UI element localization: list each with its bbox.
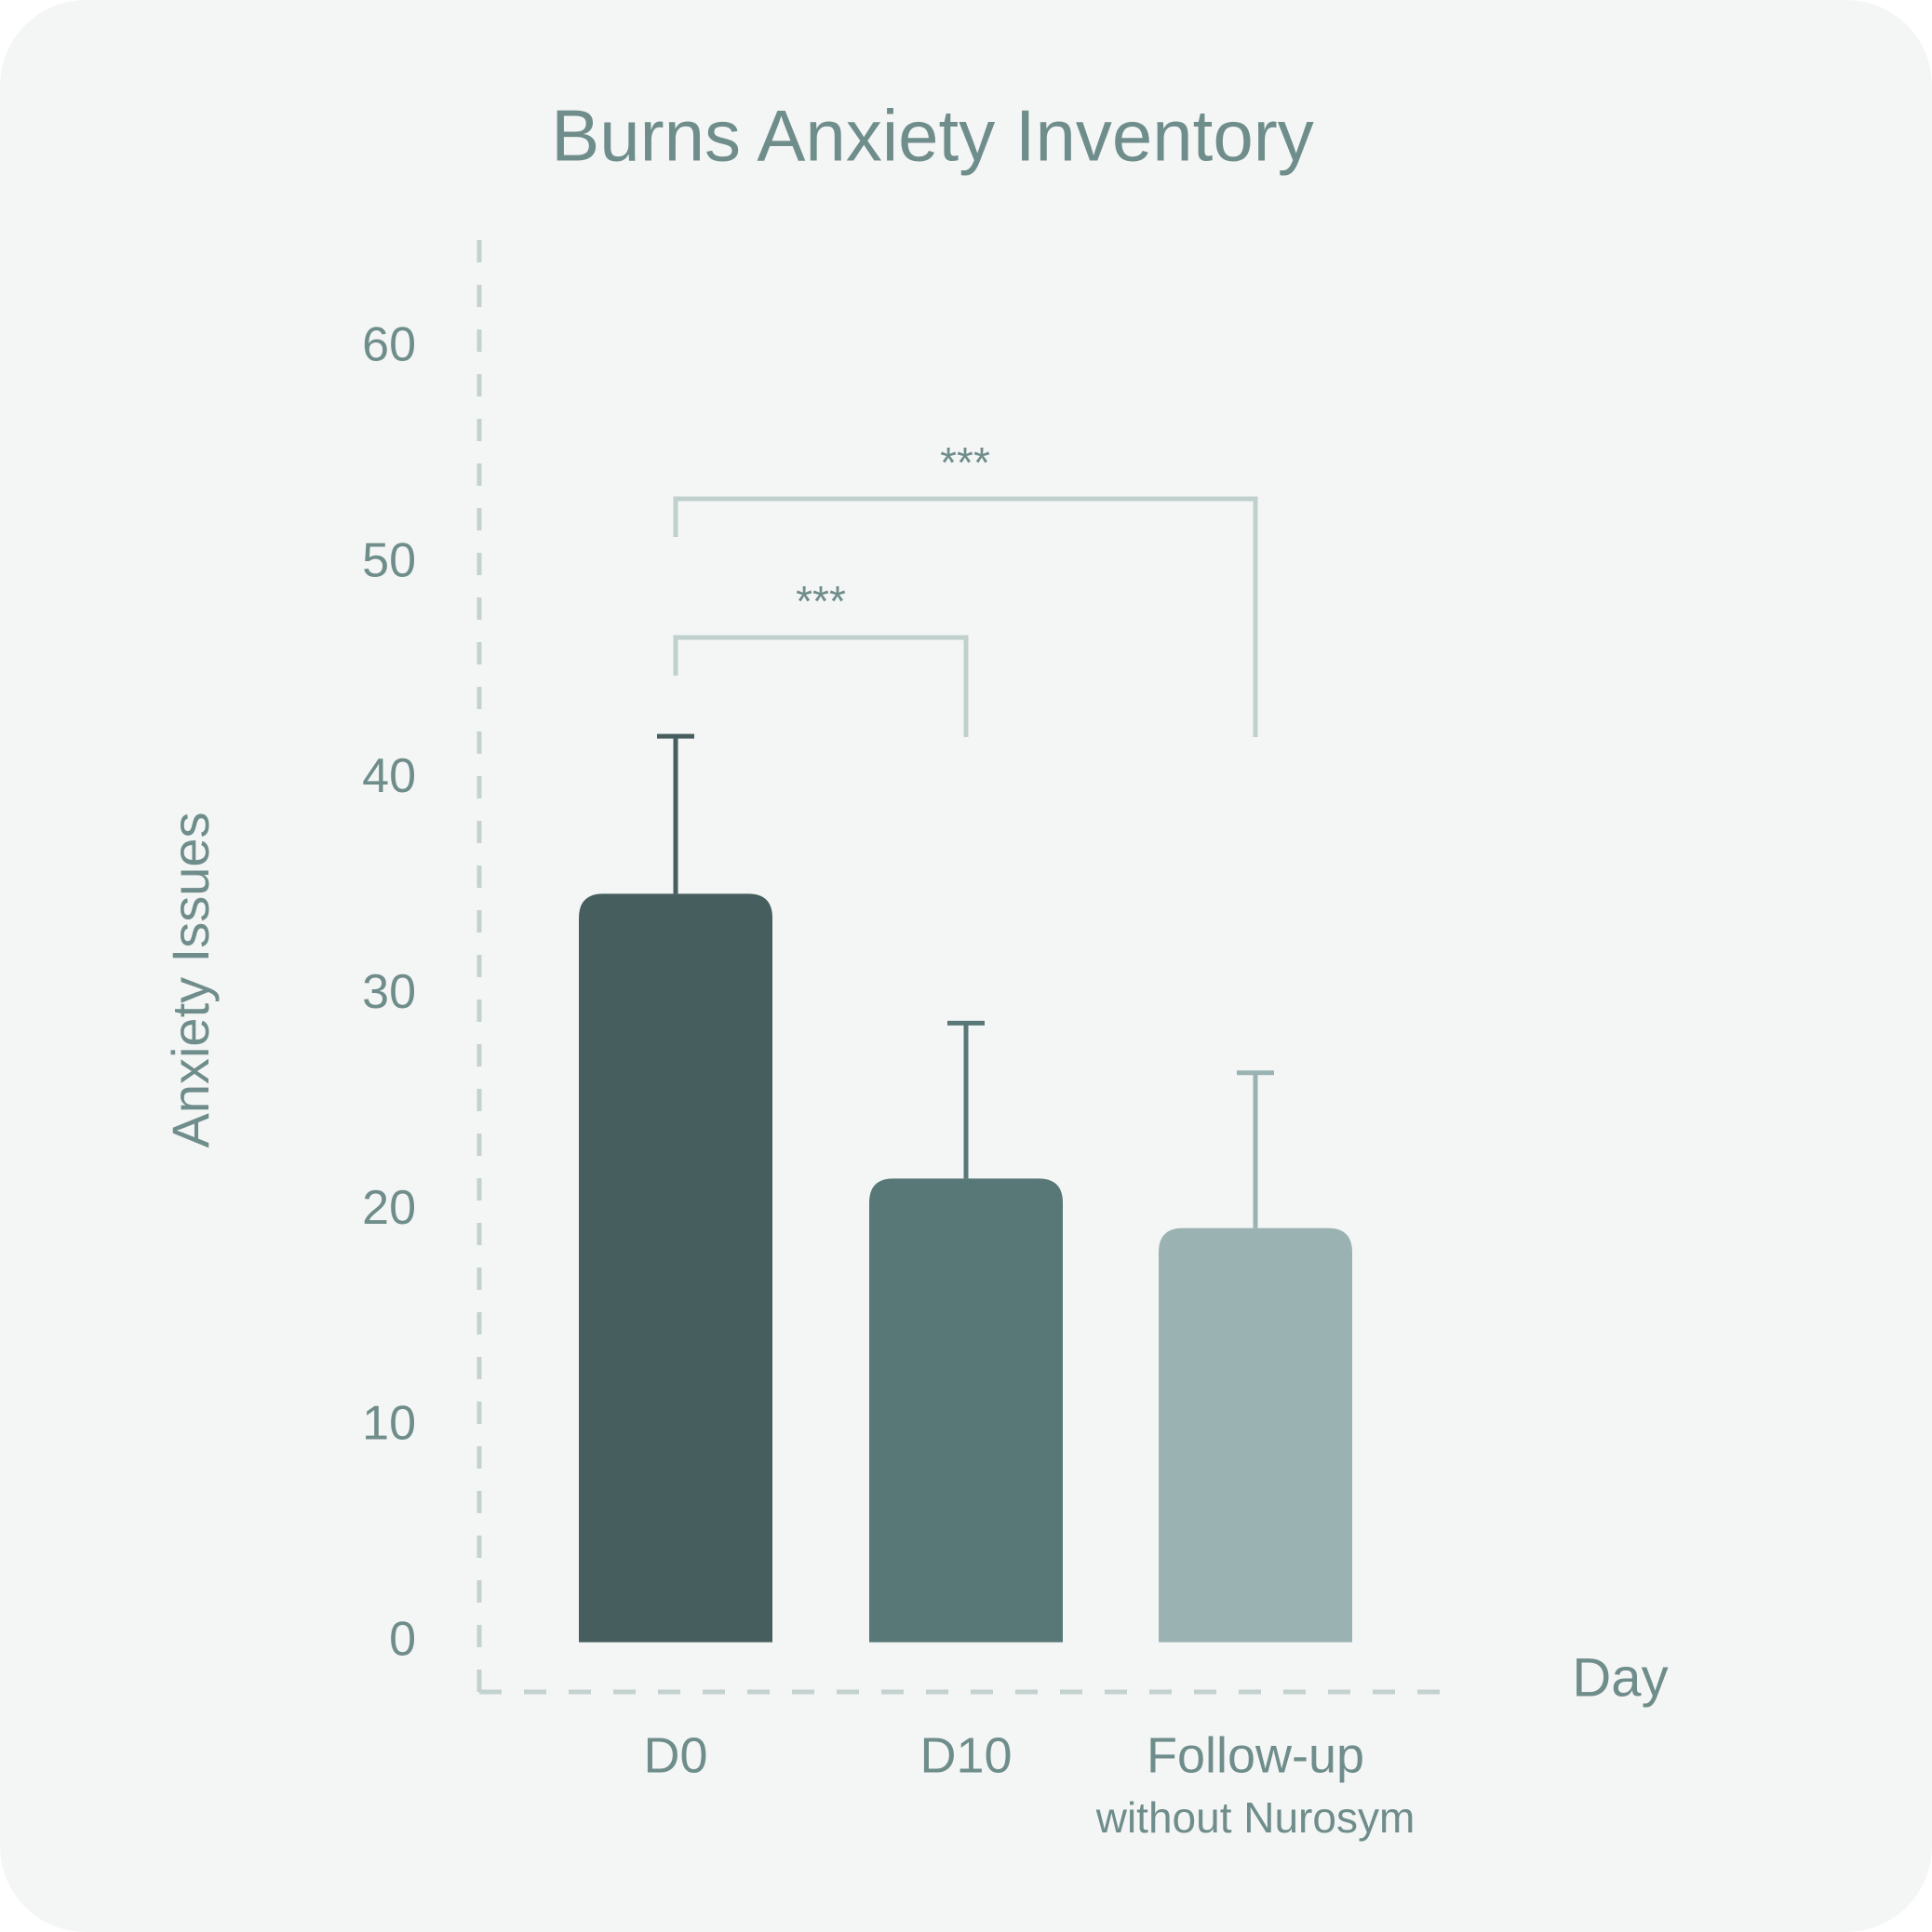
significance-bracket — [673, 496, 1258, 737]
bar — [869, 1178, 1063, 1643]
y-axis-label: Anxiety Issues — [161, 812, 220, 1147]
y-tick-label: 10 — [362, 1397, 416, 1451]
y-tick-label: 20 — [362, 1181, 416, 1235]
x-tick-label: D0 — [643, 1727, 707, 1783]
significance-label: *** — [940, 438, 990, 487]
significance-label: *** — [796, 577, 846, 625]
bar — [579, 893, 772, 1643]
y-tick-label: 30 — [362, 965, 416, 1019]
x-tick-sublabel: without Nurosym — [1095, 1793, 1415, 1842]
y-tick-label: 40 — [362, 749, 416, 803]
x-axis-label: Day — [1572, 1647, 1668, 1708]
chart-title: Burns Anxiety Inventory — [551, 95, 1313, 177]
y-tick-label: 0 — [389, 1612, 416, 1666]
y-tick-label: 60 — [362, 318, 416, 372]
x-tick-label: D10 — [919, 1727, 1012, 1783]
bar — [1159, 1228, 1352, 1643]
y-tick-label: 50 — [362, 533, 416, 587]
x-tick-label: Follow-up — [1147, 1727, 1364, 1783]
significance-bracket — [673, 635, 969, 737]
